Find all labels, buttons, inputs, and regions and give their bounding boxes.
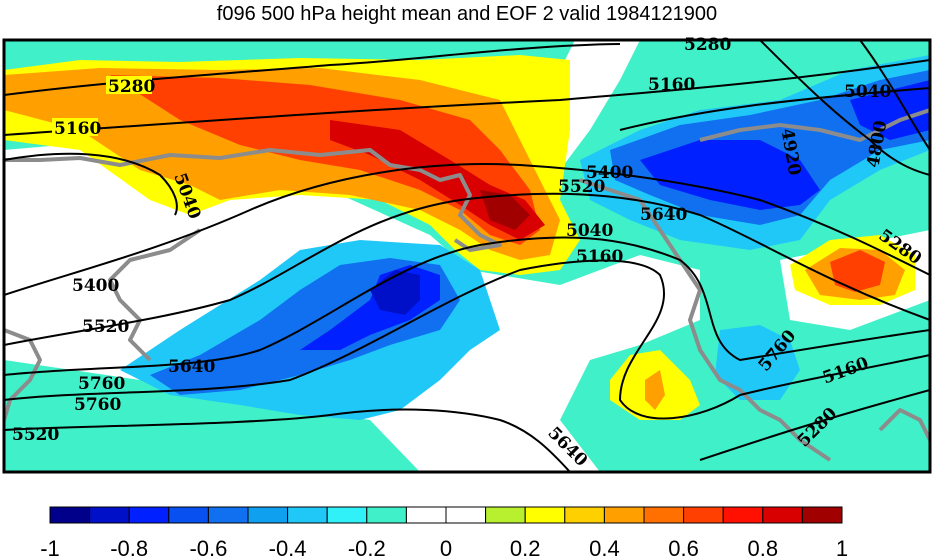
colorbar-swatch — [287, 506, 328, 524]
coastline — [878, 408, 930, 441]
colorbar-swatch — [49, 506, 91, 524]
colorbar-swatch — [683, 506, 724, 524]
contour-line — [859, 40, 930, 151]
contour-line — [4, 408, 571, 472]
map-title: f096 500 hPa height mean and EOF 2 valid… — [216, 3, 718, 25]
shade-near-zero — [4, 175, 110, 330]
contour-line — [4, 152, 178, 216]
colorbar-tick-label: -1 — [40, 536, 60, 558]
contour-label: 5640 — [640, 205, 687, 225]
contour-label: 5760 — [78, 374, 125, 394]
contour-label: 5400 — [72, 276, 119, 296]
colorbar-boxes — [49, 506, 843, 524]
shade-negative-strong — [640, 140, 820, 210]
colorbar-tick-label: -0.8 — [110, 536, 148, 558]
contour-label: 5520 — [82, 317, 129, 337]
eof-shading — [4, 40, 930, 472]
coastline — [4, 328, 42, 421]
shade-positive-strong — [110, 75, 540, 245]
shade-positive-strong — [830, 250, 885, 292]
colorbar-swatch — [801, 506, 843, 524]
contour-label: 5520 — [12, 425, 59, 445]
colorbar-swatch — [168, 506, 209, 524]
contour-label: 5520 — [558, 177, 605, 197]
contour-label: 5640 — [168, 357, 215, 377]
colorbar-tick-label: -0.6 — [189, 536, 227, 558]
contour-label: 5760 — [74, 395, 121, 415]
shade-positive-mid — [645, 370, 665, 410]
coastlines — [4, 108, 930, 462]
shade-positive-max — [480, 190, 530, 230]
contour-line — [4, 192, 930, 346]
colorbar-swatch — [445, 506, 487, 524]
colorbar-tick-label: 0.2 — [510, 536, 541, 558]
coastline — [4, 148, 502, 252]
colorbar-swatch — [722, 506, 764, 524]
colorbar-swatch — [89, 506, 130, 524]
colorbar-swatch — [366, 506, 407, 524]
colorbar-tick-label: -0.4 — [269, 536, 307, 558]
colorbar-tick-label: 0.6 — [668, 536, 699, 558]
contour-line — [4, 236, 930, 376]
contour-label: 5160 — [54, 119, 101, 139]
contour-line — [619, 87, 930, 131]
colorbar-swatch — [405, 506, 447, 524]
colorbar-swatch — [564, 506, 605, 524]
colorbar-swatch — [247, 506, 289, 524]
colorbar-swatch — [643, 506, 685, 524]
colorbar-tick-label: 0.4 — [589, 536, 620, 558]
colorbar-swatch — [485, 506, 526, 524]
contour-label: 5160 — [648, 75, 695, 95]
colorbar-swatch — [762, 506, 803, 524]
contour-label: 5160 — [576, 247, 623, 267]
shade-negative-light — [715, 325, 800, 400]
coastline — [579, 178, 832, 462]
colorbar-swatch — [207, 506, 249, 524]
contour-line — [759, 40, 930, 176]
coastline — [108, 228, 202, 362]
colorbar-swatch — [326, 506, 368, 524]
contour-label: 5400 — [586, 163, 633, 183]
colorbar: -1 -0.8 -0.6 -0.4 -0.2 0 0.2 0.4 0.6 0.8 1 — [40, 506, 848, 558]
height-contours — [4, 40, 930, 472]
colorbar-tick-label: -0.2 — [348, 536, 386, 558]
colorbar-swatch — [524, 506, 566, 524]
colorbar-tick-label: 1 — [836, 536, 848, 558]
colorbar-tick-labels: -1 -0.8 -0.6 -0.4 -0.2 0 0.2 0.4 0.6 0.8 1 — [40, 536, 848, 558]
contour-line — [699, 389, 930, 461]
colorbar-tick-label: 0.8 — [748, 536, 779, 558]
coastline — [699, 108, 930, 142]
contour-line — [4, 59, 930, 136]
contour-label: 5040 — [566, 221, 613, 241]
contour-label: 5280 — [684, 35, 731, 55]
contour-line — [4, 259, 930, 420]
contour-label: 5040 — [844, 82, 891, 102]
colorbar-swatch — [603, 506, 645, 524]
colorbar-swatch — [128, 506, 170, 524]
colorbar-tick-label: 0 — [440, 536, 452, 558]
map-frame — [2, 38, 932, 474]
contour-line — [4, 163, 930, 296]
shade-negative-strong — [850, 80, 930, 140]
shade-negative-max — [370, 270, 420, 315]
contour-label: 5280 — [108, 77, 155, 97]
